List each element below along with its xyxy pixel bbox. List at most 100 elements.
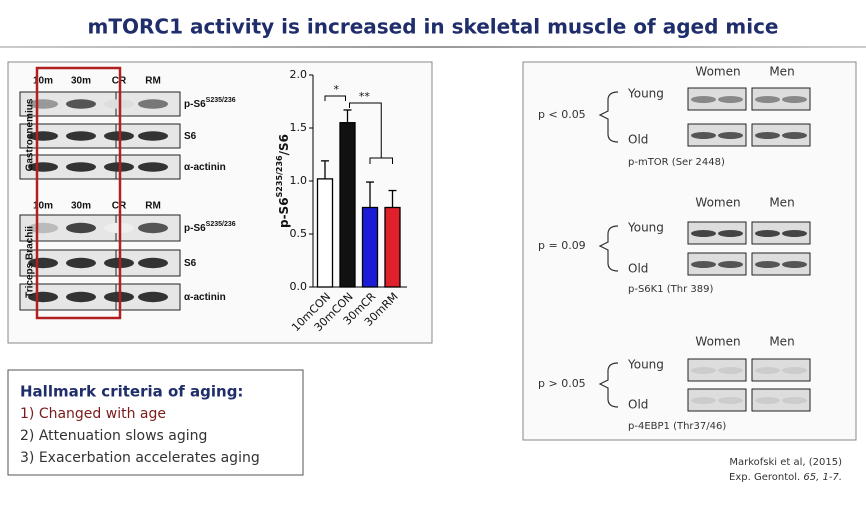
blot-strip [687, 221, 747, 245]
hallmark-title: Hallmark criteria of aging: [20, 383, 243, 401]
band [28, 222, 58, 234]
lane-label: 30m [71, 201, 91, 212]
brace [598, 225, 619, 272]
band [691, 132, 716, 139]
band [66, 131, 96, 141]
band [691, 230, 716, 237]
y-axis-label: p-S6S235/236/S6 [275, 134, 291, 228]
band [28, 131, 58, 141]
blot-strip [751, 252, 811, 276]
band [28, 99, 58, 109]
lane-label: 30m [71, 76, 91, 87]
blot-strip [687, 123, 747, 147]
y-tick-label: 0.5 [290, 227, 308, 240]
p-value: p = 0.09 [538, 239, 586, 252]
p-value: p > 0.05 [538, 377, 586, 390]
slide-title: mTORC1 activity is increased in skeletal… [88, 15, 779, 39]
band [138, 131, 168, 141]
band [755, 367, 780, 374]
row-label: α-actinin [184, 162, 226, 173]
blot-strip [687, 388, 747, 412]
blot-strip [751, 358, 811, 382]
row-label: p-S6S235/236 [184, 97, 236, 109]
row-name: α-actinin [184, 292, 226, 303]
lane-label: RM [145, 201, 161, 212]
brace [598, 91, 619, 143]
column-label: Men [769, 335, 794, 349]
band [755, 132, 780, 139]
band [782, 96, 807, 103]
band [138, 222, 168, 234]
band [718, 230, 743, 237]
band [138, 99, 168, 109]
hallmark-box [7, 369, 304, 476]
row-label: α-actinin [184, 292, 226, 303]
hallmark-item: 1) Changed with age [20, 406, 166, 422]
young-label: Young [627, 221, 664, 235]
row-label: S6 [184, 258, 197, 269]
citation-journal: Exp. Gerontol. [729, 472, 803, 483]
band [755, 230, 780, 237]
band [138, 257, 168, 269]
sig-bracket [349, 102, 382, 158]
band [782, 397, 807, 404]
blot-strip [751, 87, 811, 111]
band [28, 257, 58, 269]
title-rule [0, 46, 866, 48]
annotation: * [334, 83, 340, 96]
young-label: Young [627, 358, 664, 372]
y-tick-label: 0.0 [290, 280, 308, 293]
bar [316, 178, 334, 288]
band [755, 96, 780, 103]
blot-strip [687, 252, 747, 276]
blot-strip [751, 221, 811, 245]
hallmark-item: 3) Exacerbation accelerates aging [20, 450, 260, 466]
citation: Exp. Gerontol. 65, 1-7. [729, 472, 842, 483]
band [755, 397, 780, 404]
band [782, 367, 807, 374]
citation-volume: 65, 1-7. [803, 472, 842, 483]
band [66, 257, 96, 269]
band [691, 397, 716, 404]
row-name: S6 [184, 131, 197, 142]
band [782, 230, 807, 237]
band [782, 261, 807, 268]
band [66, 291, 96, 303]
band [28, 291, 58, 303]
old-label: Old [628, 398, 648, 412]
sig-bracket [369, 157, 393, 164]
row-label: S6 [184, 131, 197, 142]
y-label-sup: S235/236 [275, 155, 284, 198]
y-tick-label: 1.5 [290, 121, 308, 134]
brace [598, 362, 619, 408]
row-name: α-actinin [184, 162, 226, 173]
band [691, 367, 716, 374]
hallmark-item: 2) Attenuation slows aging [20, 428, 207, 444]
band [718, 261, 743, 268]
band [691, 261, 716, 268]
blot-strip [751, 388, 811, 412]
y-label-suffix: /S6 [277, 134, 291, 155]
row-label: p-S6S235/236 [184, 221, 236, 233]
y-tick-label: 2.0 [290, 68, 308, 81]
annotation: ** [359, 90, 371, 103]
lane-label: 10m [33, 76, 53, 87]
caption: p-mTOR (Ser 2448) [628, 157, 725, 168]
lane-label: 10m [33, 201, 53, 212]
row-sup: S235/236 [206, 97, 236, 104]
muscle-label: Gastrocnemius [25, 98, 36, 171]
row-name: p-S6 [184, 223, 206, 234]
band [718, 96, 743, 103]
band [718, 132, 743, 139]
band [138, 291, 168, 303]
blot-strip [687, 358, 747, 382]
band [28, 162, 58, 172]
band [718, 397, 743, 404]
y-tick-label: 1.0 [290, 174, 308, 187]
band [66, 162, 96, 172]
row-sup: S235/236 [206, 221, 236, 228]
caption: p-S6K1 (Thr 389) [628, 284, 713, 295]
band [691, 96, 716, 103]
bar [361, 206, 379, 288]
